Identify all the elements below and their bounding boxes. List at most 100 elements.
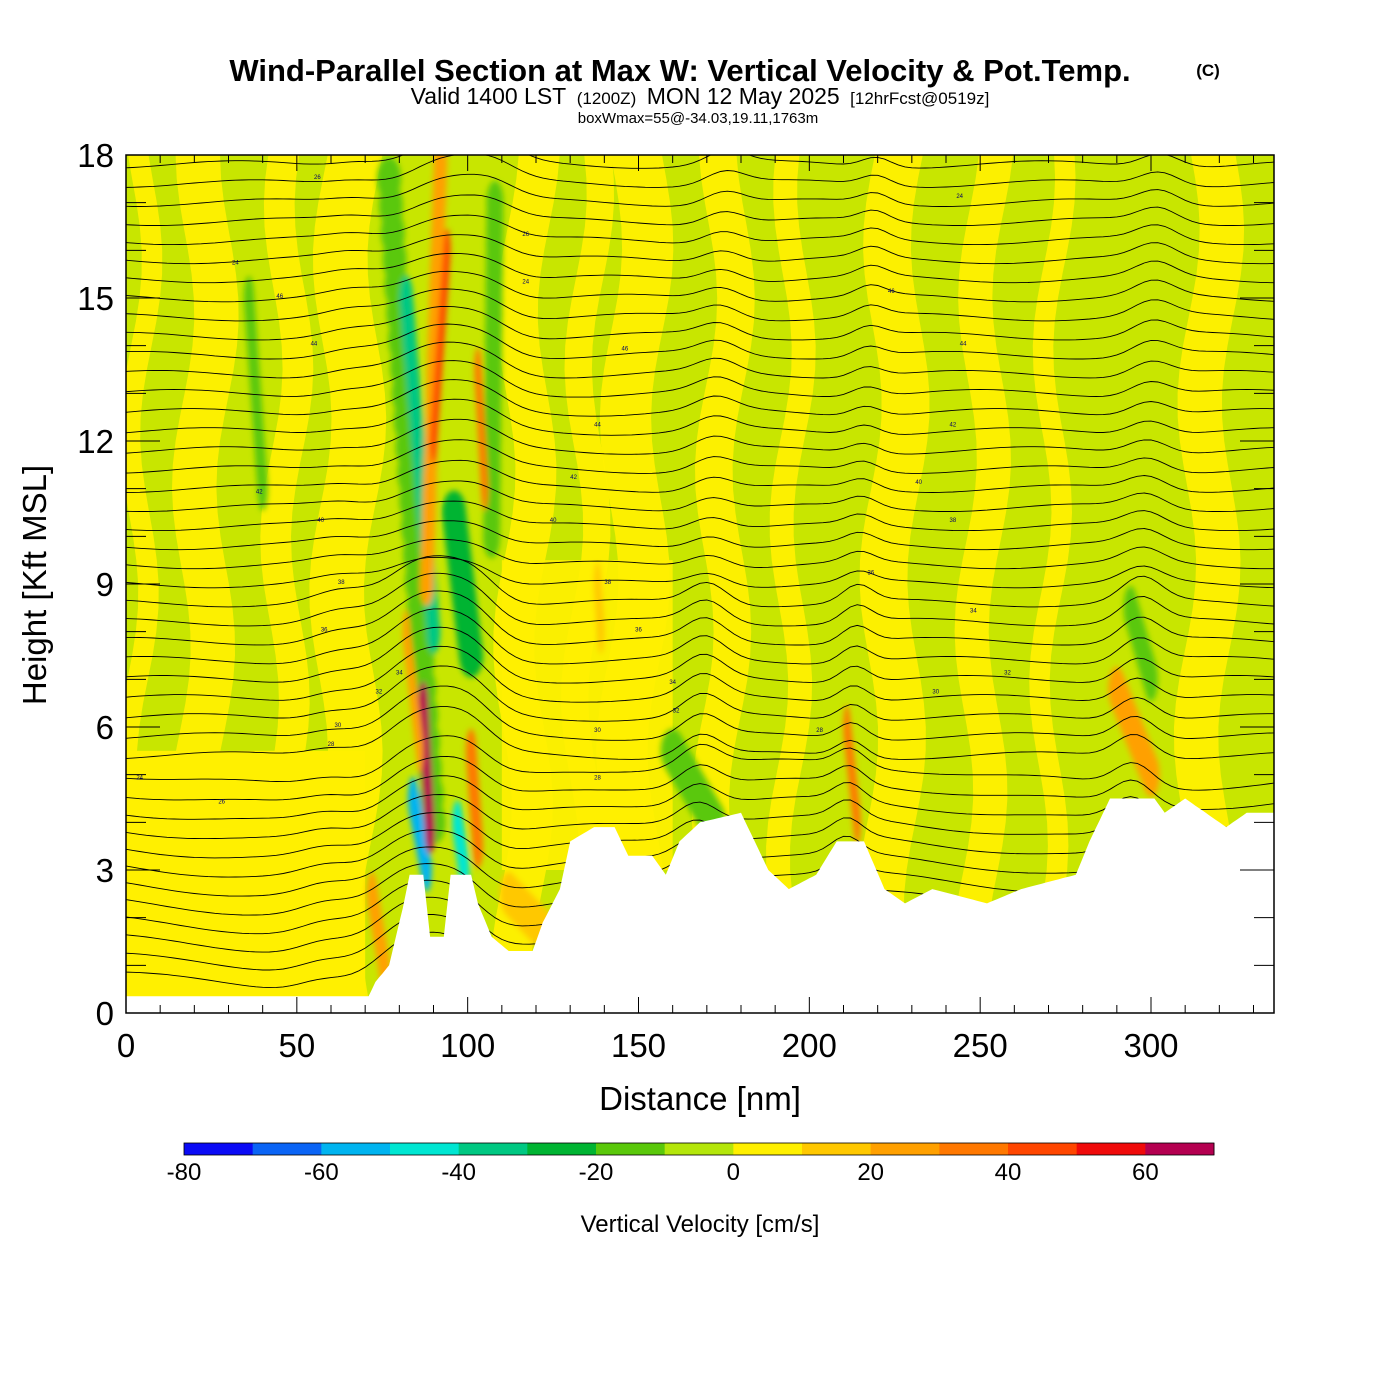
contour-label: 24 <box>136 775 143 781</box>
isentrope-line <box>126 520 1274 551</box>
contour-label: 36 <box>635 628 642 634</box>
isentrope-line <box>126 555 1274 608</box>
velocity-band <box>501 560 673 870</box>
isentrope-line <box>126 194 1274 226</box>
velocity-band <box>1174 155 1245 1013</box>
isentrope-line <box>126 480 1274 512</box>
contour-label: 28 <box>328 742 335 748</box>
isentrope-line <box>126 590 1274 646</box>
contour-label: 36 <box>867 570 874 576</box>
isentrope-line <box>126 252 1274 284</box>
colorbar-tick-label: 20 <box>857 1159 884 1186</box>
forecast-label: [12hrFcst@0519z] <box>850 89 989 108</box>
downdraft-cell <box>426 609 441 654</box>
contour-label: 40 <box>317 518 324 524</box>
isentrope-line <box>126 214 1274 246</box>
colorbar-tick-label: -40 <box>441 1159 476 1186</box>
contour-label: 44 <box>594 423 601 429</box>
isentrope-line <box>126 234 1274 265</box>
colorbar-tick-label: 0 <box>727 1159 740 1186</box>
updraft-cell <box>481 466 489 511</box>
contour-label: 34 <box>669 680 676 686</box>
velocity-band <box>1025 155 1076 1013</box>
updraft-cell <box>419 562 434 606</box>
isentrope-line <box>126 418 1274 455</box>
downdraft-cell <box>421 848 432 892</box>
isentrope-line <box>126 755 1274 810</box>
contour-label: 32 <box>673 709 680 715</box>
updraft-cell <box>1142 752 1160 797</box>
isentrope-line <box>126 270 1274 303</box>
contour-label: 36 <box>321 628 328 634</box>
updraft-cell <box>472 824 484 869</box>
y-tick-label: 0 <box>96 995 114 1032</box>
y-tick-label: 18 <box>77 137 114 174</box>
valid-prefix: Valid 1400 LST <box>411 83 567 109</box>
isentrope-line <box>126 645 1274 703</box>
isentrope-line <box>126 379 1274 417</box>
isentrope-line <box>126 685 1274 741</box>
x-tick-label: 150 <box>611 1027 666 1064</box>
isentrope-line <box>126 626 1274 684</box>
isentrope-line <box>126 572 1274 627</box>
contour-label: 24 <box>956 194 963 200</box>
colorbar-swatch <box>1008 1143 1078 1155</box>
velocity-band <box>766 155 816 1013</box>
contour-label: 44 <box>311 342 318 348</box>
downdraft-cell <box>257 466 268 511</box>
contour-label: 32 <box>1004 671 1011 677</box>
colorbar-swatch <box>664 1143 734 1155</box>
x-axis-label: Distance [nm] <box>599 1080 801 1117</box>
updraft-cell <box>597 609 605 654</box>
colorbar-swatch <box>802 1143 872 1155</box>
contour-label: 38 <box>949 518 956 524</box>
colorbar-tick-label: -20 <box>579 1159 614 1186</box>
colorbar-swatch <box>527 1143 597 1155</box>
isentrope-line <box>126 439 1274 474</box>
isentrope-line <box>126 173 1274 207</box>
colorbar-swatch <box>458 1143 528 1155</box>
x-axis: 0 50 100 150 200 250 300 <box>117 155 1254 1064</box>
updraft-cell <box>430 419 437 463</box>
isentrope-line <box>126 706 1274 760</box>
contour-label: 46 <box>621 346 628 352</box>
contour-label: 38 <box>604 580 611 586</box>
colorbar-tick-label: -60 <box>304 1159 339 1186</box>
updraft-cell <box>416 728 424 773</box>
colorbar-swatch <box>252 1143 322 1155</box>
contour-label: 24 <box>232 261 239 267</box>
colorbar-label: Vertical Velocity [cm/s] <box>581 1211 820 1238</box>
downdraft-cell <box>1144 657 1158 702</box>
contour-label: 46 <box>888 289 895 295</box>
x-tick-label: 300 <box>1123 1027 1178 1064</box>
downdraft-cell <box>483 514 501 559</box>
valid-date: MON 12 May 2025 <box>647 83 840 109</box>
contour-label: 32 <box>375 690 382 696</box>
isentrope-line <box>126 794 1274 846</box>
colorbar: -80 -60 -40 -20 0 20 40 60 <box>167 1142 1215 1186</box>
isentrope-line <box>126 459 1274 493</box>
colorbar-swatch <box>733 1143 803 1155</box>
isentrope-line <box>126 305 1274 341</box>
contour-label: 26 <box>522 232 529 238</box>
colorbar-tick-label: 40 <box>995 1159 1022 1186</box>
isentrope-line <box>126 341 1274 379</box>
isentrope-line <box>126 155 1274 188</box>
contour-label: 26 <box>314 175 321 181</box>
colorbar-swatch <box>184 1143 254 1155</box>
contour-label: 30 <box>334 723 341 729</box>
contour-label: 34 <box>396 671 403 677</box>
x-tick-label: 250 <box>953 1027 1008 1064</box>
updraft-cell <box>853 800 861 845</box>
x-tick-label: 50 <box>278 1027 315 1064</box>
chart-title: Wind-Parallel Section at Max W: Vertical… <box>229 53 1130 88</box>
colorbar-swatch <box>870 1143 940 1155</box>
contour-label: 38 <box>338 580 345 586</box>
colorbar-swatch <box>321 1143 391 1155</box>
valid-line: Valid 1400 LST (1200Z) MON 12 May 2025 [… <box>411 83 990 109</box>
contour-label: 40 <box>915 480 922 486</box>
contour-label: 24 <box>522 280 529 286</box>
colorbar-swatch <box>390 1143 460 1155</box>
